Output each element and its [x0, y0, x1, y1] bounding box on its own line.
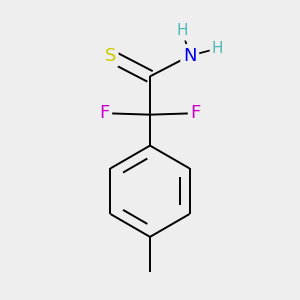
Text: H: H	[177, 23, 188, 38]
Text: F: F	[99, 104, 110, 122]
Text: F: F	[190, 104, 201, 122]
Text: S: S	[105, 47, 116, 65]
Text: H: H	[212, 41, 224, 56]
Text: N: N	[183, 47, 196, 65]
